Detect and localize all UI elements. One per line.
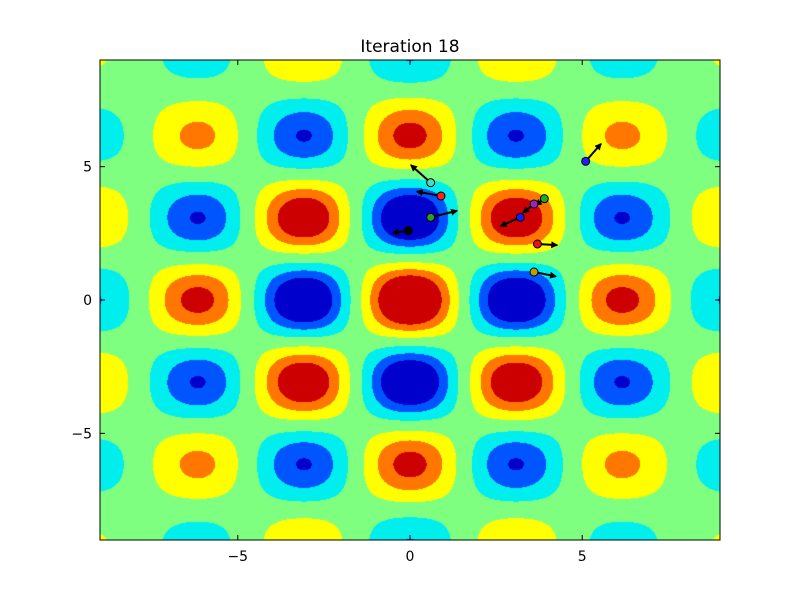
particles-layer — [391, 142, 602, 279]
particle-marker — [539, 194, 549, 204]
particle-marker — [532, 239, 542, 249]
particle-marker — [515, 212, 525, 222]
particle-marker — [581, 156, 591, 166]
y-tick-label: 5 — [83, 160, 92, 176]
particle-marker — [403, 226, 413, 236]
y-tick-label: 0 — [83, 293, 92, 309]
particle-marker — [426, 212, 436, 222]
particle-velocity-arrow — [430, 208, 459, 219]
particle-marker — [529, 199, 539, 209]
x-tick-label: 0 — [406, 549, 415, 565]
contour-fill — [100, 60, 720, 540]
particle-marker — [529, 267, 539, 277]
particle-marker — [436, 191, 446, 201]
chart-title: Iteration 18 — [360, 37, 459, 57]
x-axis: −5 0 5 — [227, 60, 587, 565]
plot-area — [100, 60, 720, 540]
particle-marker — [426, 178, 436, 188]
x-tick-label: −5 — [227, 549, 248, 565]
y-tick-label: −5 — [71, 426, 92, 442]
x-tick-label: 5 — [578, 549, 587, 565]
y-axis: −5 0 5 — [71, 160, 720, 442]
